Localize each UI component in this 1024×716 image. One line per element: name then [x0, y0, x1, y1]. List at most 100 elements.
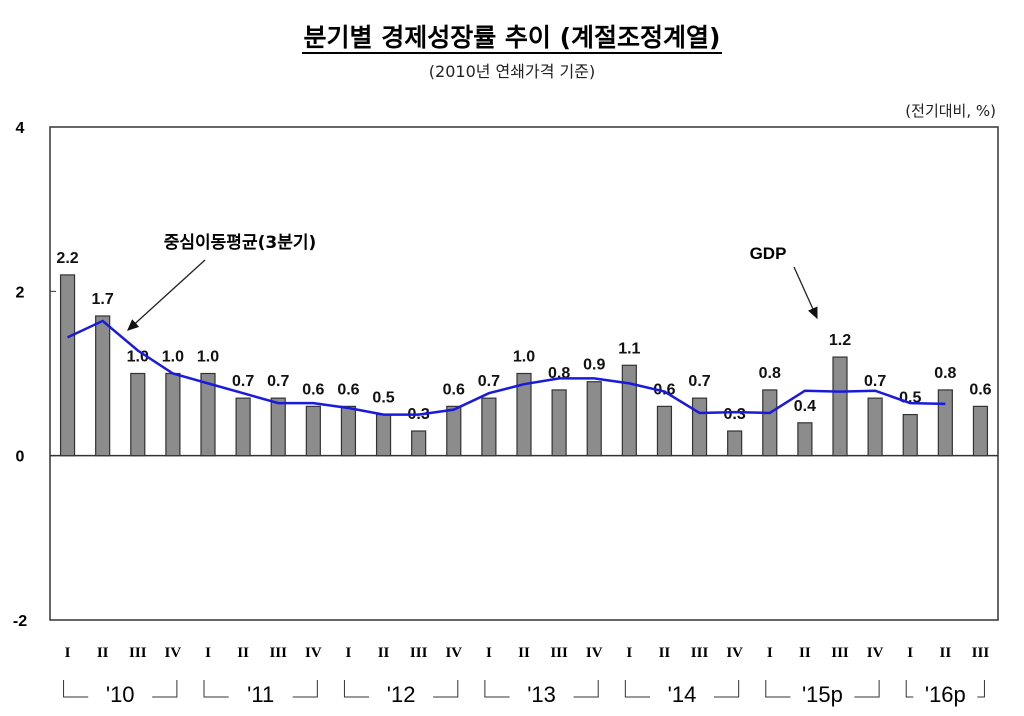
- x-quarter-label: IV: [305, 645, 322, 661]
- bar-value-label: 1.2: [829, 332, 851, 349]
- bar-value-label: 0.6: [443, 381, 465, 398]
- y-tick-label: 2: [16, 284, 25, 301]
- x-year-label: '10: [106, 682, 135, 707]
- x-quarter-label: I: [205, 645, 211, 661]
- bar-value-label: 0.9: [583, 357, 605, 374]
- x-quarter-label: III: [129, 645, 147, 661]
- x-quarter-label: I: [626, 645, 632, 661]
- x-quarter-label: I: [767, 645, 773, 661]
- bar-value-label: 1.0: [513, 349, 535, 366]
- year-bracket-right: [152, 680, 178, 698]
- bar-value-label: 0.7: [688, 373, 710, 390]
- bar-gdp: [59, 274, 76, 457]
- bar-value-label: 0.7: [267, 373, 289, 390]
- x-quarter-label: III: [972, 645, 990, 661]
- bar-gdp: [516, 372, 532, 457]
- year-bracket-left: [484, 680, 510, 698]
- bar-gdp: [972, 405, 989, 457]
- x-quarter-label: IV: [445, 645, 462, 661]
- x-quarter-label: IV: [165, 645, 182, 661]
- bar-gdp: [902, 413, 918, 457]
- x-quarter-label: IV: [726, 645, 743, 661]
- bar-gdp: [340, 405, 357, 457]
- bar-value-label: 2.2: [56, 250, 78, 267]
- bar-value-label: 0.6: [337, 381, 359, 398]
- x-quarter-label: III: [831, 645, 849, 661]
- year-bracket-left: [624, 680, 650, 698]
- bar-value-label: 0.6: [302, 381, 324, 398]
- bar-gdp: [797, 422, 813, 457]
- bar-gdp: [832, 356, 848, 457]
- unit-label: (전기대비, %): [905, 102, 996, 120]
- year-bracket-left: [343, 680, 370, 698]
- year-bracket-left: [203, 680, 229, 698]
- year-bracket-right: [977, 680, 985, 698]
- bar-gdp: [446, 405, 462, 457]
- year-bracket-right: [433, 680, 459, 698]
- x-quarter-label: II: [659, 645, 671, 661]
- bar-value-label: 0.4: [794, 398, 816, 415]
- bar-gdp: [130, 372, 146, 457]
- bar-value-label: 0.7: [232, 373, 254, 390]
- x-quarter-label: II: [237, 645, 249, 661]
- bar-gdp: [95, 315, 111, 457]
- x-quarter-label: IV: [586, 645, 603, 661]
- plot-frame: [49, 126, 999, 621]
- bar-gdp: [481, 397, 497, 457]
- bar-gdp: [235, 397, 251, 457]
- bar-value-label: 1.7: [92, 291, 114, 308]
- year-bracket-right: [292, 680, 318, 698]
- x-quarter-label: I: [486, 645, 492, 661]
- x-quarter-label: III: [550, 645, 568, 661]
- x-quarter-label: III: [691, 645, 709, 661]
- bar-gdp: [586, 381, 602, 457]
- bar-gdp: [411, 430, 427, 457]
- bar-value-label: 1.0: [162, 349, 184, 366]
- year-bracket-left: [765, 680, 791, 698]
- x-quarter-label: II: [939, 645, 951, 661]
- bar-gdp: [656, 405, 673, 457]
- x-quarter-label: II: [378, 645, 390, 661]
- year-bracket-left: [905, 680, 914, 698]
- chart-subtitle: (2010년 연쇄가격 기준): [428, 62, 596, 81]
- x-quarter-label: IV: [867, 645, 884, 661]
- bar-gdp: [165, 372, 181, 457]
- year-bracket-right: [714, 680, 740, 698]
- y-tick-label: 4: [16, 120, 25, 137]
- x-year-label: '11: [247, 682, 274, 707]
- bar-gdp: [727, 430, 743, 457]
- y-tick-label: 0: [16, 449, 25, 466]
- x-year-label: '13: [527, 682, 556, 707]
- bar-value-label: 0.7: [864, 373, 886, 390]
- x-quarter-label: III: [269, 645, 287, 661]
- chart-title: 분기별 경제성장률 추이 (계절조정계열): [0, 18, 1024, 54]
- x-year-label: '12: [387, 682, 416, 707]
- x-quarter-label: I: [907, 645, 913, 661]
- bar-annotation: GDP: [750, 244, 787, 263]
- x-quarter-label: II: [518, 645, 530, 661]
- bar-gdp: [621, 364, 637, 457]
- bar-gdp: [691, 397, 708, 457]
- bar-gdp: [200, 372, 216, 457]
- x-year-label: '16p: [925, 682, 966, 707]
- y-tick-label: -2: [13, 613, 27, 630]
- bar-gdp: [551, 389, 567, 457]
- bar-gdp: [762, 389, 778, 457]
- year-bracket-right: [573, 680, 599, 698]
- bar-value-label: 0.8: [759, 365, 781, 382]
- x-quarter-label: II: [799, 645, 811, 661]
- x-quarter-label: III: [410, 645, 428, 661]
- bar-gdp: [270, 397, 286, 457]
- bar-gdp: [305, 405, 321, 457]
- line-annotation-arrow: [127, 259, 206, 331]
- bar-gdp: [867, 397, 883, 457]
- moving-average-line: [67, 319, 946, 416]
- chart-title-text: 분기별 경제성장률 추이 (계절조정계열): [301, 23, 723, 54]
- bar-gdp: [375, 413, 392, 457]
- bar-gdp: [937, 389, 953, 457]
- line-annotation: 중심이동평균(3분기): [164, 233, 317, 253]
- bar-value-label: 0.3: [724, 406, 746, 423]
- year-bracket-left: [63, 680, 89, 698]
- year-bracket-right: [854, 680, 880, 698]
